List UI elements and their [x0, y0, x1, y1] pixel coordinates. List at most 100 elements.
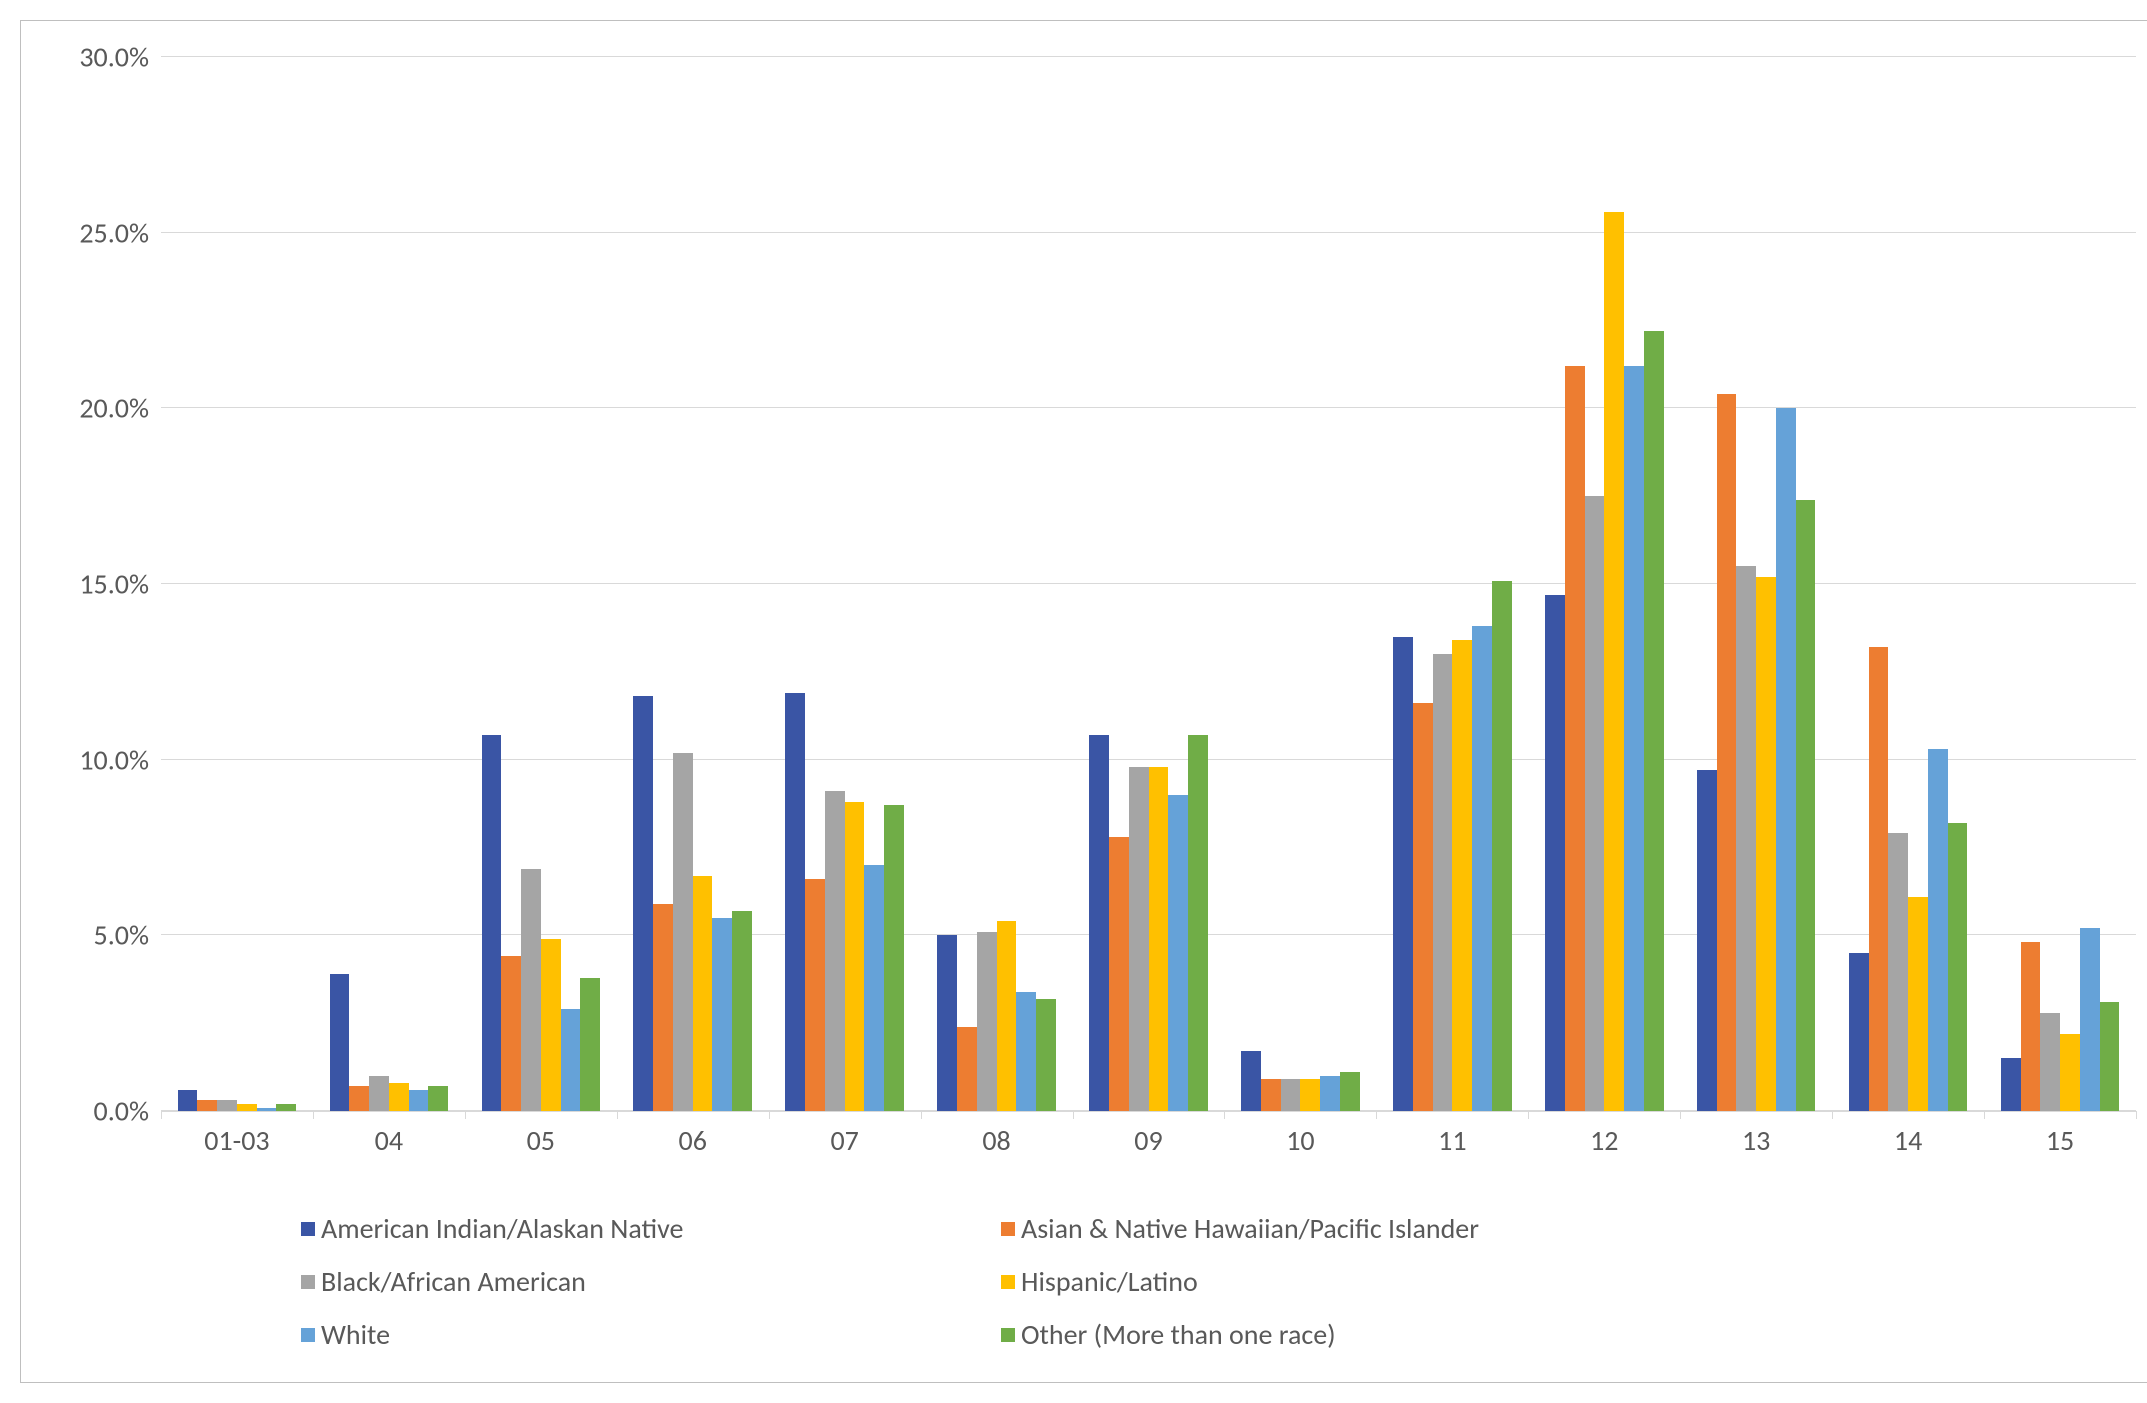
bar: [197, 1100, 217, 1111]
bar: [1849, 953, 1869, 1111]
bar: [501, 956, 521, 1111]
bar: [521, 869, 541, 1111]
bar: [580, 978, 600, 1112]
y-axis-label: 15.0%: [79, 567, 149, 602]
bar: [2021, 942, 2041, 1111]
x-axis-label: 06: [679, 1123, 707, 1158]
x-axis-label: 13: [1742, 1123, 1770, 1158]
bar: [2060, 1034, 2080, 1111]
gridline: [161, 407, 2136, 408]
bar: [712, 918, 732, 1111]
x-tick: [921, 1111, 922, 1119]
bar: [1109, 837, 1129, 1111]
x-axis-label: 12: [1590, 1123, 1618, 1158]
bar: [330, 974, 350, 1111]
legend-label: White: [321, 1317, 390, 1352]
x-tick: [769, 1111, 770, 1119]
x-axis-label: 04: [375, 1123, 403, 1158]
bar: [957, 1027, 977, 1111]
bar: [541, 939, 561, 1111]
gridline: [161, 232, 2136, 233]
bar: [389, 1083, 409, 1111]
bar: [257, 1108, 277, 1112]
bar: [1796, 500, 1816, 1111]
legend-label: Other (More than one race): [1021, 1317, 1336, 1352]
bar: [1644, 331, 1664, 1111]
bar: [1281, 1079, 1301, 1111]
bar: [805, 879, 825, 1111]
legend-item: White: [301, 1317, 941, 1352]
bar: [276, 1104, 296, 1111]
legend-label: Black/African American: [321, 1264, 586, 1299]
legend: American Indian/Alaskan Native Asian & Na…: [301, 1211, 2026, 1352]
bar: [349, 1086, 369, 1111]
bar: [673, 753, 693, 1111]
bar: [1492, 581, 1512, 1112]
legend-item: Other (More than one race): [1001, 1317, 1641, 1352]
bar: [653, 904, 673, 1111]
x-tick: [2136, 1111, 2137, 1119]
bar: [732, 911, 752, 1111]
bar: [1089, 735, 1109, 1111]
x-axis-label: 09: [1134, 1123, 1162, 1158]
bar: [1433, 654, 1453, 1111]
x-axis-label: 01-03: [204, 1123, 269, 1158]
legend-item: Asian & Native Hawaiian/Pacific Islander: [1001, 1211, 1641, 1246]
bar: [1869, 647, 1889, 1111]
y-axis-label: 5.0%: [94, 918, 149, 953]
bar: [1776, 408, 1796, 1111]
bar: [1565, 366, 1585, 1111]
legend-swatch: [301, 1275, 315, 1289]
bar: [2001, 1058, 2021, 1111]
gridline: [161, 56, 2136, 57]
bar: [217, 1100, 237, 1111]
legend-swatch: [1001, 1275, 1015, 1289]
x-tick: [1376, 1111, 1377, 1119]
x-tick: [1984, 1111, 1985, 1119]
bar: [178, 1090, 198, 1111]
bar: [1188, 735, 1208, 1111]
bar: [1300, 1079, 1320, 1111]
bar: [1624, 366, 1644, 1111]
x-tick: [1680, 1111, 1681, 1119]
x-axis-label: 10: [1286, 1123, 1314, 1158]
bar: [1736, 566, 1756, 1111]
x-axis-label: 14: [1894, 1123, 1922, 1158]
bar: [482, 735, 502, 1111]
chart-container: 0.0%5.0%10.0%15.0%20.0%25.0%30.0%01-0304…: [20, 20, 2147, 1383]
bar: [1340, 1072, 1360, 1111]
bar: [1908, 897, 1928, 1111]
x-axis-label: 15: [2046, 1123, 2074, 1158]
y-axis-label: 25.0%: [79, 215, 149, 250]
bar: [1585, 496, 1605, 1111]
bar: [2040, 1013, 2060, 1111]
bar: [1320, 1076, 1340, 1111]
x-axis-label: 08: [982, 1123, 1010, 1158]
bar: [825, 791, 845, 1111]
legend-swatch: [301, 1328, 315, 1342]
x-tick: [617, 1111, 618, 1119]
y-axis-label: 30.0%: [79, 40, 149, 75]
legend-label: Hispanic/Latino: [1021, 1264, 1198, 1299]
x-axis-label: 11: [1438, 1123, 1466, 1158]
legend-item: American Indian/Alaskan Native: [301, 1211, 941, 1246]
bar: [561, 1009, 581, 1111]
bar: [997, 921, 1017, 1111]
legend-swatch: [301, 1222, 315, 1236]
bar: [864, 865, 884, 1111]
bar: [937, 935, 957, 1111]
legend-label: American Indian/Alaskan Native: [321, 1211, 683, 1246]
x-tick: [465, 1111, 466, 1119]
y-axis-label: 10.0%: [79, 742, 149, 777]
x-tick: [1528, 1111, 1529, 1119]
bar: [1413, 703, 1433, 1111]
legend-item: Black/African American: [301, 1264, 941, 1299]
gridline: [161, 759, 2136, 760]
bar: [1241, 1051, 1261, 1111]
bar: [693, 876, 713, 1111]
x-tick: [1224, 1111, 1225, 1119]
bar: [1149, 767, 1169, 1111]
legend-swatch: [1001, 1328, 1015, 1342]
bar: [1948, 823, 1968, 1111]
bar: [237, 1104, 257, 1111]
